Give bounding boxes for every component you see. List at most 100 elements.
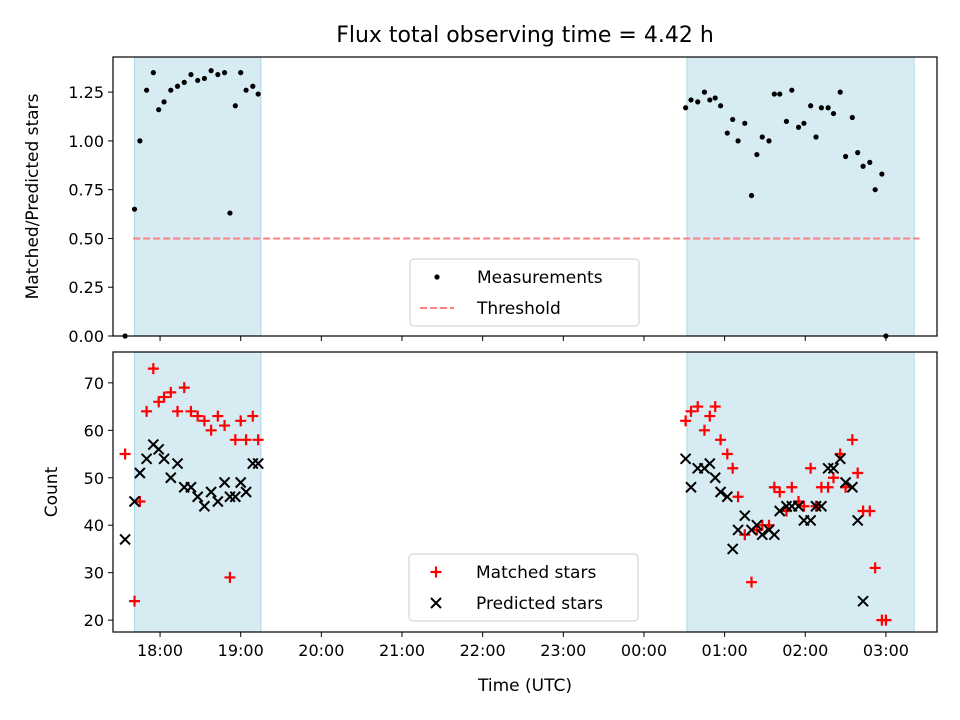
legend-box (408, 553, 639, 622)
point-x-19-stroke (240, 486, 252, 498)
point-x-49 (839, 476, 852, 489)
point-plus-18 (235, 415, 247, 427)
y-tick-label-count: 50 (84, 469, 104, 488)
point-plus-53 (864, 505, 876, 517)
point-x-6-stroke (158, 453, 170, 465)
point-plus-12-stroke (198, 415, 210, 427)
x-tick-label: 21:00 (379, 641, 425, 660)
point-x-22-stroke (679, 453, 692, 465)
point-plus-23 (685, 405, 697, 417)
point-x-35-stroke (756, 529, 768, 541)
legend-label: Measurements (477, 268, 603, 288)
point-x-48 (834, 453, 846, 465)
y-tick-label-ratio: 0.25 (68, 278, 104, 297)
point-dot-35 (759, 134, 765, 140)
point-dot-40 (789, 87, 795, 93)
point-x-38-stroke (774, 505, 786, 517)
point-dot-32 (742, 120, 748, 126)
point-plus-6 (158, 391, 170, 403)
x-tick-label: 19:00 (218, 641, 264, 660)
point-dot-9 (181, 79, 187, 85)
point-plus-28-stroke (715, 434, 727, 446)
point-x-23-stroke (685, 481, 697, 493)
point-x-48-stroke (834, 453, 846, 465)
point-x-13-stroke (205, 486, 217, 498)
y-tick-label-ratio: 1.00 (68, 132, 104, 151)
point-plus-15 (219, 420, 231, 432)
point-plus-51 (852, 467, 864, 479)
point-dot-36 (766, 138, 772, 144)
x-axis-label: Time (UTC) (477, 676, 572, 696)
point-dot-12 (201, 75, 208, 82)
point-x-28 (714, 486, 727, 498)
point-plus-15-stroke (219, 420, 231, 432)
point-dot-30 (730, 116, 736, 123)
y-axis-label-ratio: Matched/Predicted stars (23, 93, 43, 299)
legend-box (409, 258, 640, 327)
point-plus-40 (786, 481, 798, 493)
point-x-2-stroke (134, 467, 146, 479)
point-x-41-stroke (792, 500, 805, 512)
point-x-29-stroke (721, 491, 734, 503)
point-plus-1 (129, 595, 141, 607)
point-x-47 (827, 462, 840, 474)
point-plus-31-stroke (732, 491, 744, 503)
point-dot-5 (156, 107, 162, 113)
point-dot-43 (808, 103, 814, 109)
point-dot-4 (150, 70, 156, 76)
point-x-17 (229, 491, 242, 503)
point-dot-23 (688, 97, 694, 103)
point-x-12 (198, 500, 211, 512)
point-dot-13 (208, 68, 214, 74)
x-tick-label: 20:00 (298, 641, 344, 660)
point-plus-14-stroke (212, 410, 224, 422)
point-x-7 (165, 472, 177, 484)
axes-frame-count (112, 351, 938, 633)
point-plus-20 (247, 410, 259, 422)
point-plus-33 (745, 576, 757, 588)
point-plus-10 (185, 405, 197, 417)
point-plus-30-stroke (727, 462, 739, 474)
x-tick-label: 18:00 (137, 641, 183, 660)
point-dot-49 (842, 153, 849, 160)
point-dot-3 (144, 87, 150, 93)
point-plus-27 (709, 401, 721, 413)
legend-marker-plus-stroke (430, 566, 442, 578)
x-tick-label: 01:00 (702, 641, 748, 660)
panel-ratio: 0.00 0.25 0.50 0.75 1.00 1.25 Matched/Predicte… (23, 56, 938, 346)
point-plus-30 (727, 462, 739, 474)
legend-marker-x (430, 597, 442, 609)
point-dot-54 (872, 187, 878, 193)
point-dot-46 (825, 105, 831, 111)
point-plus-9 (178, 382, 190, 394)
point-x-35 (756, 529, 768, 541)
point-x-28-stroke (714, 486, 727, 498)
legend-label: Predicted stars (476, 594, 603, 614)
point-dot-38 (777, 91, 783, 97)
point-dot-2 (137, 138, 143, 144)
point-plus-38 (774, 486, 786, 498)
point-dot-1 (131, 206, 138, 212)
point-x-45-stroke (815, 500, 828, 512)
x-tick-label: 23:00 (540, 641, 586, 660)
point-x-5-stroke (152, 443, 165, 455)
point-x-11-stroke (191, 491, 204, 503)
point-plus-18-stroke (235, 415, 247, 427)
point-x-10-stroke (185, 481, 197, 493)
point-x-15-stroke (218, 476, 231, 489)
x-tick-label: 22:00 (460, 641, 506, 660)
point-x-15 (218, 476, 231, 489)
shaded-interval-count-0 (134, 351, 262, 633)
y-tick-label-count: 60 (84, 421, 104, 440)
point-x-30-stroke (726, 543, 739, 555)
point-x-31-stroke (732, 524, 744, 536)
point-dot-41 (795, 124, 802, 130)
point-x-37-stroke (768, 529, 781, 541)
point-dot-17 (232, 103, 238, 109)
point-plus-47 (827, 472, 839, 484)
point-dot-29 (724, 130, 730, 136)
point-plus-12 (198, 415, 210, 427)
point-plus-20-stroke (247, 410, 259, 422)
point-dot-16 (227, 210, 233, 216)
legend-marker-plus (430, 566, 442, 578)
